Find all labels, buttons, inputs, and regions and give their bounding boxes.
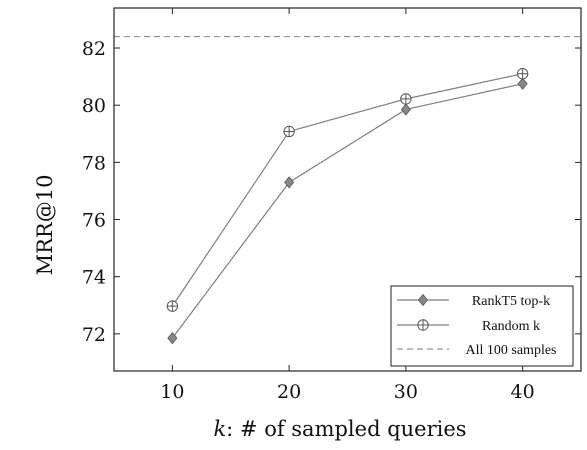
legend-entry-rankt5: RankT5 top-k xyxy=(397,293,550,309)
legend-label-random: Random k xyxy=(482,319,540,334)
series-line-1 xyxy=(171,73,523,307)
x-tick-label: 20 xyxy=(277,381,301,403)
legend: RankT5 top-k Random k All 100 samples xyxy=(390,285,574,367)
data-point-diamond xyxy=(400,103,411,116)
y-tick-label: 82 xyxy=(82,38,106,60)
y-tick-label: 78 xyxy=(82,152,106,174)
data-point-cross xyxy=(283,126,295,137)
data-point-diamond xyxy=(167,331,178,345)
y-tick-label: 74 xyxy=(82,267,106,289)
plot-frame xyxy=(113,7,582,372)
legend-diamond-marker xyxy=(417,293,429,307)
legend-circle-plus-cross xyxy=(417,319,429,331)
data-point-circle-plus xyxy=(283,125,295,138)
legend-label-reference: All 100 samples xyxy=(466,343,557,358)
data-point-cross xyxy=(517,68,528,79)
legend-entry-reference: All 100 samples xyxy=(397,343,557,358)
legend-entry-random: Random k xyxy=(397,319,540,334)
data-point-diamond xyxy=(284,176,295,189)
data-point-circle-plus xyxy=(400,93,412,105)
series-layer xyxy=(166,68,529,345)
x-axis-label-var: k xyxy=(213,417,226,441)
y-tick-label: 72 xyxy=(82,324,106,346)
x-tick-label: 30 xyxy=(394,381,418,403)
series-line-0 xyxy=(171,83,523,339)
x-tick-label: 10 xyxy=(160,381,184,403)
data-point-circle-plus xyxy=(516,68,529,80)
data-point-circle-plus xyxy=(166,300,179,312)
ticks-layer: 10 20 30 40 72 74 76 78 80 82 xyxy=(82,8,581,403)
y-axis-label: MRR@10 xyxy=(33,175,57,276)
legend-label-rankt5: RankT5 top-k xyxy=(472,294,550,309)
y-tick-label: 80 xyxy=(82,95,106,117)
x-axis-label: k: # of sampled queries xyxy=(213,417,466,441)
data-point-diamond xyxy=(517,77,528,90)
data-point-cross xyxy=(400,93,412,105)
y-tick-label: 76 xyxy=(82,210,106,232)
x-axis-label-rest: : # of sampled queries xyxy=(226,417,466,441)
x-tick-label: 40 xyxy=(511,381,535,403)
data-point-cross xyxy=(167,300,178,312)
